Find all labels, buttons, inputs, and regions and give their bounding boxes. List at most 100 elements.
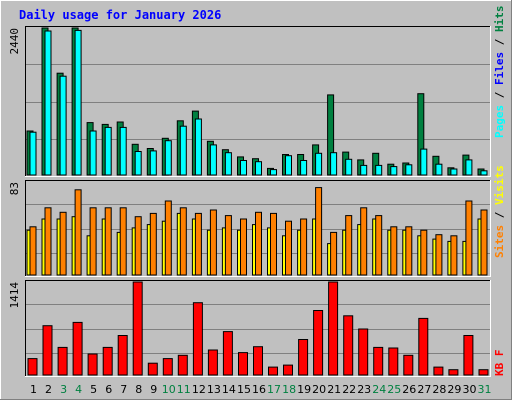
bar [360, 164, 368, 176]
bar [343, 315, 354, 376]
x-tick-label: 14 [222, 383, 236, 396]
x-tick-label: 22 [342, 383, 356, 396]
x-tick-label: 12 [192, 383, 206, 396]
bar [132, 281, 143, 376]
bar [104, 207, 112, 276]
bar [89, 207, 97, 276]
bar [255, 211, 262, 276]
x-tick-label: 24 [372, 383, 386, 396]
bar [89, 130, 97, 176]
bar [375, 215, 383, 276]
y-axis-max-label: 2440 [8, 28, 21, 55]
bar [283, 364, 293, 376]
bar [29, 226, 37, 276]
bar [44, 207, 52, 276]
bar [29, 131, 37, 176]
bar [390, 226, 398, 276]
bar [192, 302, 203, 376]
bar [480, 209, 488, 276]
x-tick-label: 1 [30, 383, 37, 396]
x-tick-label: 16 [252, 383, 266, 396]
bar [270, 212, 277, 276]
bar [134, 151, 142, 176]
x-tick-label: 29 [447, 383, 461, 396]
bar [240, 160, 247, 176]
bar [102, 346, 113, 376]
series-pages [29, 29, 488, 176]
bar [388, 347, 399, 376]
bar [149, 212, 157, 276]
bar [164, 200, 172, 276]
x-tick-label: 13 [207, 383, 221, 396]
bar [164, 140, 172, 176]
x-tick-label: 18 [282, 383, 296, 396]
x-tick-label: 9 [150, 383, 157, 396]
bar [224, 215, 232, 276]
x-tick-label: 27 [417, 383, 431, 396]
legend-mid: Sites / Visits [493, 165, 506, 258]
bar [435, 163, 443, 176]
bar [403, 354, 414, 376]
bar [480, 170, 488, 176]
bar [74, 189, 82, 276]
legend-entry: Hits [493, 6, 506, 33]
bar [238, 352, 248, 376]
x-tick-label: 6 [105, 383, 112, 396]
x-tick-label: 21 [327, 383, 341, 396]
bar [194, 212, 202, 276]
bar [209, 144, 217, 176]
bar [222, 331, 233, 376]
panel-kbytes: 1414 [8, 280, 491, 377]
bar [59, 211, 67, 276]
bar [268, 366, 278, 376]
bar [240, 218, 247, 276]
chart-legends: Pages / Files / Hits Sites / Visits KB F [493, 6, 506, 377]
bar [448, 369, 459, 376]
bar [27, 358, 38, 376]
x-tick-label: 20 [312, 383, 326, 396]
bar [465, 200, 473, 276]
bar [300, 160, 308, 176]
bar [179, 125, 187, 176]
bar [463, 335, 474, 376]
bar [433, 366, 444, 376]
bar [360, 207, 368, 276]
panel-hits: 2440 [8, 26, 491, 177]
chart-title: Daily usage for January 2026 [19, 8, 221, 22]
bar [59, 75, 67, 176]
legend-bottom: KB F [493, 350, 506, 377]
x-tick-label: 19 [297, 383, 311, 396]
x-tick-label: 3 [60, 383, 67, 396]
x-tick-label: 30 [463, 383, 477, 396]
x-tick-label: 23 [357, 383, 371, 396]
legend-top: Pages / Files / Hits [493, 6, 506, 139]
bar [375, 164, 383, 176]
bar [119, 126, 127, 176]
legend-entry: Sites [493, 225, 506, 258]
bar [209, 209, 217, 276]
bar [420, 148, 428, 176]
bar [328, 281, 339, 376]
bar [330, 152, 338, 176]
bar [330, 231, 338, 276]
bar [119, 207, 127, 276]
bar [147, 362, 158, 376]
x-tick-label: 15 [237, 383, 251, 396]
bar [420, 229, 428, 276]
bar [72, 321, 83, 376]
bar [373, 346, 384, 376]
x-tick-label: 11 [177, 383, 191, 396]
x-tick-label: 5 [90, 383, 97, 396]
legend-separator: / [493, 85, 506, 105]
bar [345, 158, 353, 176]
bar [42, 325, 53, 376]
x-tick-label: 17 [267, 383, 281, 396]
bar [285, 155, 292, 176]
bar [315, 152, 323, 176]
y-axis-max-label: 83 [8, 182, 21, 195]
bar [149, 150, 157, 176]
chart-panels: 2440 83 1414 [8, 26, 491, 377]
bar [465, 159, 473, 176]
x-tick-label: 28 [432, 383, 446, 396]
